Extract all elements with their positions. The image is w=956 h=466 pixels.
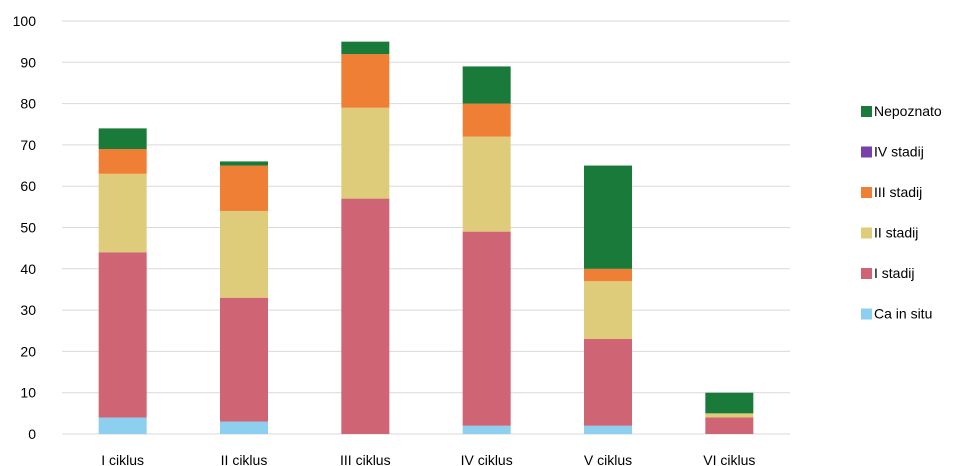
x-tick-label: III ciklus <box>340 452 391 466</box>
bar-segment-1-4 <box>98 149 147 174</box>
y-tick-label: 0 <box>28 426 36 442</box>
legend-swatch <box>861 146 872 158</box>
bars <box>98 41 754 434</box>
bar-segment-4-2 <box>462 231 511 426</box>
legend-swatch <box>861 308 872 320</box>
x-tick-label: I ciklus <box>101 452 144 466</box>
legend-label: III stadij <box>874 184 922 200</box>
bar-segment-2-6 <box>220 161 268 166</box>
bar-segment-5-2 <box>584 339 632 426</box>
bar-segment-2-1 <box>220 421 268 434</box>
bar-segment-5-4 <box>584 268 632 282</box>
legend: Nepoznato IV stadij III stadij II stadij I s… <box>861 103 942 322</box>
bar-segment-6-2 <box>705 417 754 434</box>
x-tick-label: V ciklus <box>584 452 632 466</box>
bar-segment-6-3 <box>705 413 754 418</box>
bar-segment-4-3 <box>462 136 511 232</box>
bar-segment-1-3 <box>98 173 147 253</box>
y-tick-label: 90 <box>20 54 36 70</box>
bar-segment-5-1 <box>584 425 632 434</box>
gridlines <box>62 20 790 435</box>
y-tick-label: 80 <box>20 96 36 112</box>
legend-label: I stadij <box>874 265 914 281</box>
bar-segment-1-6 <box>98 128 147 150</box>
bar-segment-3-6 <box>341 41 390 55</box>
y-tick-label: 10 <box>20 385 36 401</box>
bar-segment-3-3 <box>341 107 390 199</box>
bar-segment-1-2 <box>98 252 147 418</box>
bar-segment-5-3 <box>584 281 632 340</box>
legend-swatch <box>861 268 872 279</box>
x-tick-label: IV ciklus <box>461 452 513 466</box>
x-tick-label: II ciklus <box>221 452 268 466</box>
bar-segment-2-3 <box>220 210 268 298</box>
legend-swatch <box>861 187 872 198</box>
legend-label: IV stadij <box>874 144 924 160</box>
y-tick-label: 70 <box>20 137 36 153</box>
bar-segment-4-4 <box>462 103 511 137</box>
y-tick-label: 20 <box>20 343 36 359</box>
bar-segment-6-6 <box>705 392 754 414</box>
legend-label: Nepoznato <box>874 103 942 119</box>
bar-segment-5-6 <box>584 165 632 269</box>
y-tick-label: 30 <box>20 302 36 318</box>
y-tick-label: 40 <box>20 261 36 277</box>
bar-segment-1-1 <box>98 417 147 434</box>
y-tick-label: 50 <box>20 220 36 236</box>
x-tick-label: VI ciklus <box>703 452 755 466</box>
legend-swatch <box>861 106 872 117</box>
x-axis: I ciklus II ciklus III ciklus IV ciklus V ci… <box>101 452 755 466</box>
bar-segment-3-4 <box>341 54 390 108</box>
bar-segment-3-2 <box>341 198 390 434</box>
legend-label: Ca in situ <box>874 306 932 322</box>
y-tick-label: 100 <box>13 13 37 29</box>
bar-segment-2-2 <box>220 297 268 422</box>
bar-segment-2-4 <box>220 165 268 211</box>
y-axis: 0 10 20 30 40 50 60 70 80 90 100 <box>13 13 37 442</box>
legend-label: II stadij <box>874 225 918 241</box>
bar-segment-4-6 <box>462 66 511 104</box>
y-tick-label: 60 <box>20 178 36 194</box>
legend-swatch <box>861 227 872 239</box>
bar-segment-4-1 <box>462 425 511 434</box>
